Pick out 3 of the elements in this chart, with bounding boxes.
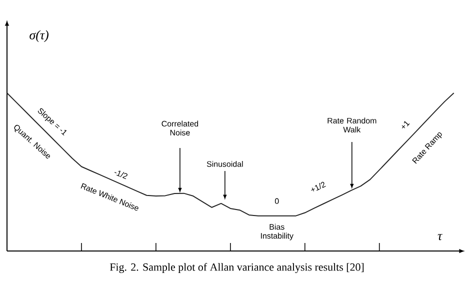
- x-axis-title: τ: [438, 234, 443, 240]
- caption: Fig. 2. Sample plot of Allan variance analysis results [20]: [110, 262, 364, 274]
- y-axis-title: σ(τ): [30, 30, 48, 42]
